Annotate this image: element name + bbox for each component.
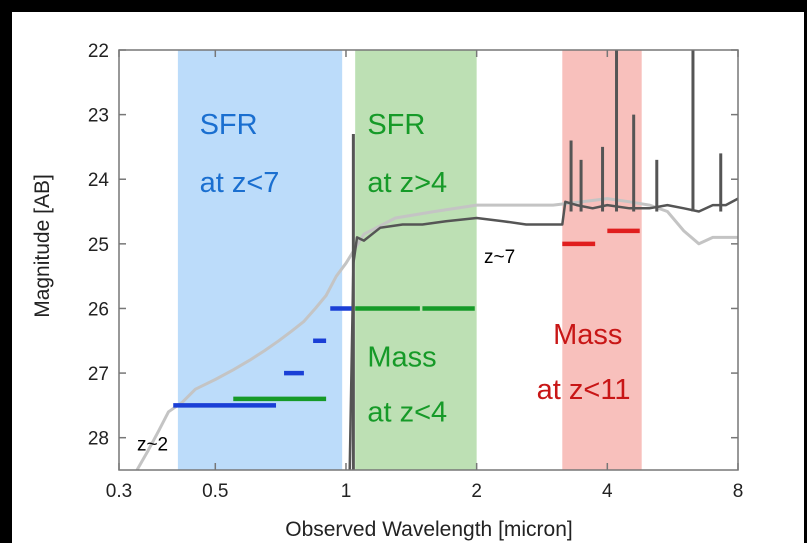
x-axis-title: Observed Wavelength [micron]: [285, 518, 573, 541]
band-layer: [177, 50, 642, 470]
y-tick-label-2: 24: [88, 170, 110, 191]
x-tick-label-1: 0.5: [202, 481, 228, 502]
y-tick-label-4: 26: [88, 299, 109, 320]
annotation-layer: SFR at z<7 SFR at z>4 Mass at z<4 Mass at z<11 z…: [137, 109, 631, 456]
annotation-6: Mass: [553, 319, 622, 351]
annotation-9: z~7: [484, 247, 515, 268]
plot-frame: [118, 49, 739, 471]
x-tick-label-3: 2: [471, 481, 482, 502]
y-tick-label-0: 22: [88, 41, 109, 62]
annotation-7: at z<11: [537, 374, 631, 406]
annotation-5: at z<4: [367, 397, 447, 429]
spectrum-line-0: [135, 197, 738, 471]
x-tick-label-0: 0.3: [106, 481, 132, 502]
annotation-4: Mass: [367, 342, 436, 374]
chart-panel: 0.3 0.5 1 2 4 8 22 23 24 25 26 27 28 SFR at z<7 SFR at …: [12, 12, 804, 543]
spectrum-line-1: [348, 197, 739, 471]
emission-line-layer: [351, 50, 723, 470]
x-tick-label-4: 4: [602, 481, 613, 502]
series-layer: [135, 197, 739, 471]
shaded-band-1: [355, 50, 477, 470]
y-tick-label-6: 28: [88, 429, 109, 450]
annotation-3: at z>4: [367, 167, 447, 199]
annotation-0: SFR: [200, 109, 258, 141]
y-tick-label-3: 25: [88, 235, 109, 256]
annotation-2: SFR: [367, 109, 425, 141]
shaded-band-2: [562, 50, 642, 470]
limit-layer: [173, 228, 640, 408]
annotation-8: z~2: [137, 435, 168, 456]
y-tick-label-1: 23: [88, 106, 109, 127]
y-axis-title: Magnitude [AB]: [31, 174, 54, 318]
annotation-1: at z<7: [200, 167, 280, 199]
y-tick-label-5: 27: [88, 364, 109, 385]
x-tick-label-2: 1: [341, 481, 352, 502]
x-tick-label-5: 8: [733, 481, 744, 502]
